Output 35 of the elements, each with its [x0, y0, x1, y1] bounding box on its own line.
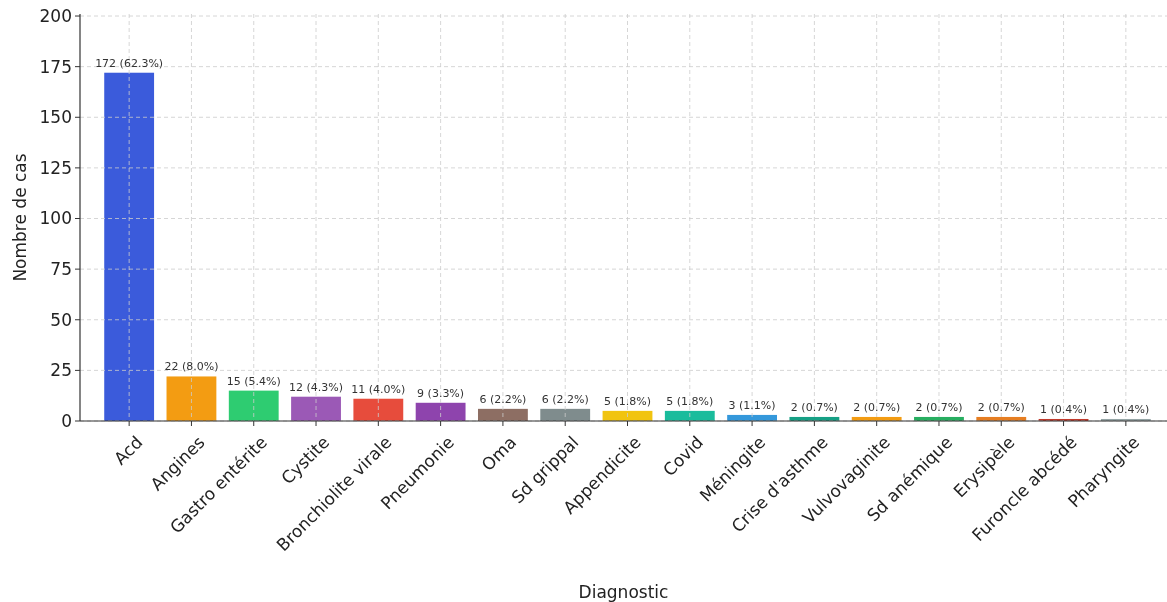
- bar: [166, 376, 217, 421]
- data-label: 2 (0.7%): [977, 400, 1025, 414]
- data-label: 12 (4.3%): [289, 380, 344, 394]
- data-label: 6 (2.2%): [479, 392, 527, 406]
- data-label: 2 (0.7%): [915, 400, 963, 414]
- y-tick-label: 175: [39, 56, 72, 77]
- y-tick-label: 0: [61, 410, 72, 431]
- data-label: 1 (0.4%): [1040, 402, 1088, 416]
- y-tick-label: 25: [50, 360, 72, 381]
- data-label: 5 (1.8%): [603, 394, 652, 408]
- data-label: 1 (0.4%): [1102, 402, 1150, 416]
- y-tick-label: 150: [39, 107, 72, 128]
- data-label: 9 (3.3%): [417, 386, 465, 400]
- y-tick-label: 200: [39, 5, 72, 26]
- y-tick-label: 125: [39, 157, 72, 178]
- y-axis-title: Nombre de cas: [10, 153, 30, 282]
- bar: [291, 396, 341, 421]
- data-label: 172 (62.3%): [95, 56, 164, 70]
- data-label: 3 (1.1%): [728, 398, 776, 412]
- x-axis-title: Diagnostic: [578, 582, 669, 602]
- bar: [104, 72, 155, 421]
- data-label: 5 (1.8%): [666, 394, 714, 408]
- bar: [353, 398, 404, 421]
- data-label: 2 (0.7%): [853, 400, 901, 414]
- y-tick-label: 100: [39, 208, 72, 229]
- data-label: 2 (0.7%): [790, 400, 838, 414]
- data-label: 6 (2.2%): [541, 392, 589, 406]
- data-label: 22 (8.0%): [164, 360, 219, 374]
- bar: [540, 408, 591, 421]
- bar: [415, 402, 466, 421]
- data-label: 15 (5.4%): [226, 374, 281, 388]
- y-tick-label: 75: [50, 259, 72, 280]
- data-label: 11 (4.0%): [351, 382, 406, 396]
- bar: [228, 390, 279, 421]
- y-tick-label: 50: [50, 309, 72, 330]
